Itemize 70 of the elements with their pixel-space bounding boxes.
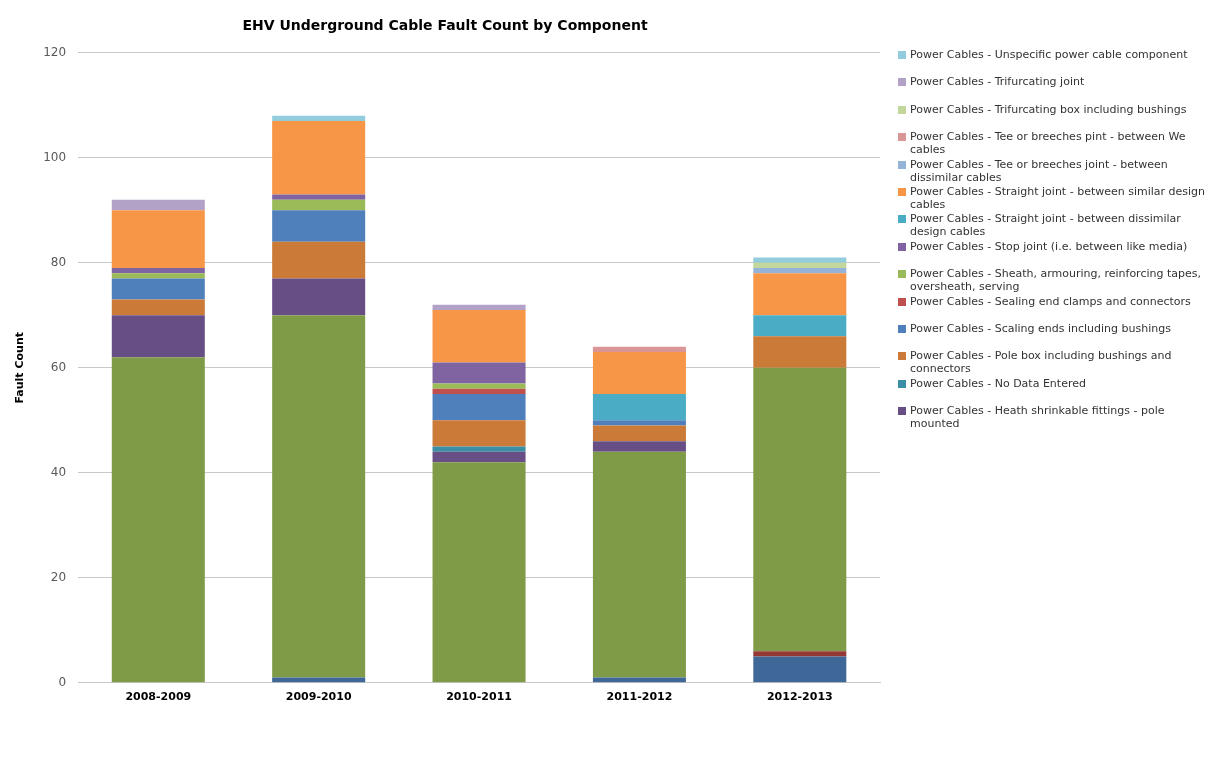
bar — [272, 115, 366, 122]
bar — [111, 199, 205, 211]
bar — [592, 451, 686, 678]
x-tick-label: 2012-2013 — [766, 690, 833, 704]
bar — [753, 273, 847, 316]
legend-label: Power Cables - Unspecific power cable component — [910, 48, 1188, 61]
x-tick-label: 2010-2011 — [446, 690, 512, 704]
bar — [432, 451, 526, 463]
bar — [111, 210, 205, 269]
legend-label: Power Cables - Sheath, armouring, reinforcing tapes, oversheath, serving — [910, 267, 1202, 294]
y-axis-title: Fault Count — [13, 332, 27, 404]
x-tick-label: 2008-2009 — [125, 690, 192, 704]
legend-label: Power Cables - Scaling ends including bushings — [910, 321, 1171, 335]
x-tick-label: 2011-2012 — [606, 690, 673, 704]
bar — [272, 199, 366, 211]
bar — [272, 121, 366, 195]
y-tick-label: 120 — [43, 44, 67, 59]
bar — [753, 262, 847, 269]
bar — [432, 394, 526, 421]
legend-label: Power Cables - Sealing end clamps and connectors — [910, 294, 1191, 308]
bar — [432, 446, 526, 452]
bar — [432, 304, 526, 311]
y-tick-label: 60 — [50, 359, 67, 374]
bar — [111, 278, 205, 300]
legend-label: Power Cables - Straight joint - between similar design cables — [910, 184, 1207, 211]
bar — [432, 310, 526, 363]
bar — [753, 257, 847, 263]
bar — [272, 194, 366, 200]
chart-title: EHV Underground Cable Fault Count by Component — [242, 17, 648, 34]
bar — [432, 462, 526, 683]
legend-label: Power Cables - Tee or breeches joint - between dissimilar cables — [910, 157, 1169, 184]
legend-label: Power Cables - Tee or breeches pint - between We cables — [910, 130, 1187, 157]
y-tick-label: 40 — [50, 464, 67, 479]
bar — [592, 352, 686, 395]
bar — [272, 210, 366, 242]
bar — [592, 420, 686, 426]
bar — [753, 651, 847, 657]
y-tick-label: 100 — [43, 149, 67, 164]
bar — [432, 388, 526, 395]
bar — [592, 346, 686, 353]
bar — [111, 315, 205, 358]
legend-label: Power Cables - Stop joint (i.e. between like media) — [910, 239, 1188, 253]
bar — [111, 268, 205, 274]
legend-label: Power Cables - Trifurcating box including bushings — [910, 102, 1187, 116]
bar — [111, 299, 205, 316]
bar — [753, 315, 847, 337]
bar — [592, 394, 686, 421]
y-tick-label: 80 — [50, 254, 67, 269]
y-tick-label: 20 — [50, 569, 67, 584]
bar — [111, 357, 205, 683]
legend-label: Power Cables - Pole box including bushings and connectors — [910, 349, 1173, 376]
bar — [272, 241, 366, 279]
bar — [111, 273, 205, 279]
bar — [592, 441, 686, 452]
y-tick-label: 0 — [58, 674, 67, 689]
legend-label: Power Cables - No Data Entered — [910, 376, 1086, 390]
legend-label: Power Cables - Heath shrinkable fittings - pole mounted — [910, 404, 1166, 431]
bar — [753, 268, 847, 274]
bar — [432, 362, 526, 384]
bar — [272, 278, 366, 316]
bar — [753, 367, 847, 652]
legend-label: Power Cables - Trifurcating joint — [910, 75, 1085, 89]
bar — [432, 420, 526, 447]
legend-label: Power Cables - Straight joint - between dissimilar design cables — [910, 212, 1182, 239]
bar — [753, 336, 847, 368]
x-tick-label: 2009-2010 — [285, 690, 352, 704]
bar — [592, 425, 686, 442]
bar — [753, 656, 847, 683]
bar — [272, 315, 366, 678]
bar — [432, 383, 526, 389]
